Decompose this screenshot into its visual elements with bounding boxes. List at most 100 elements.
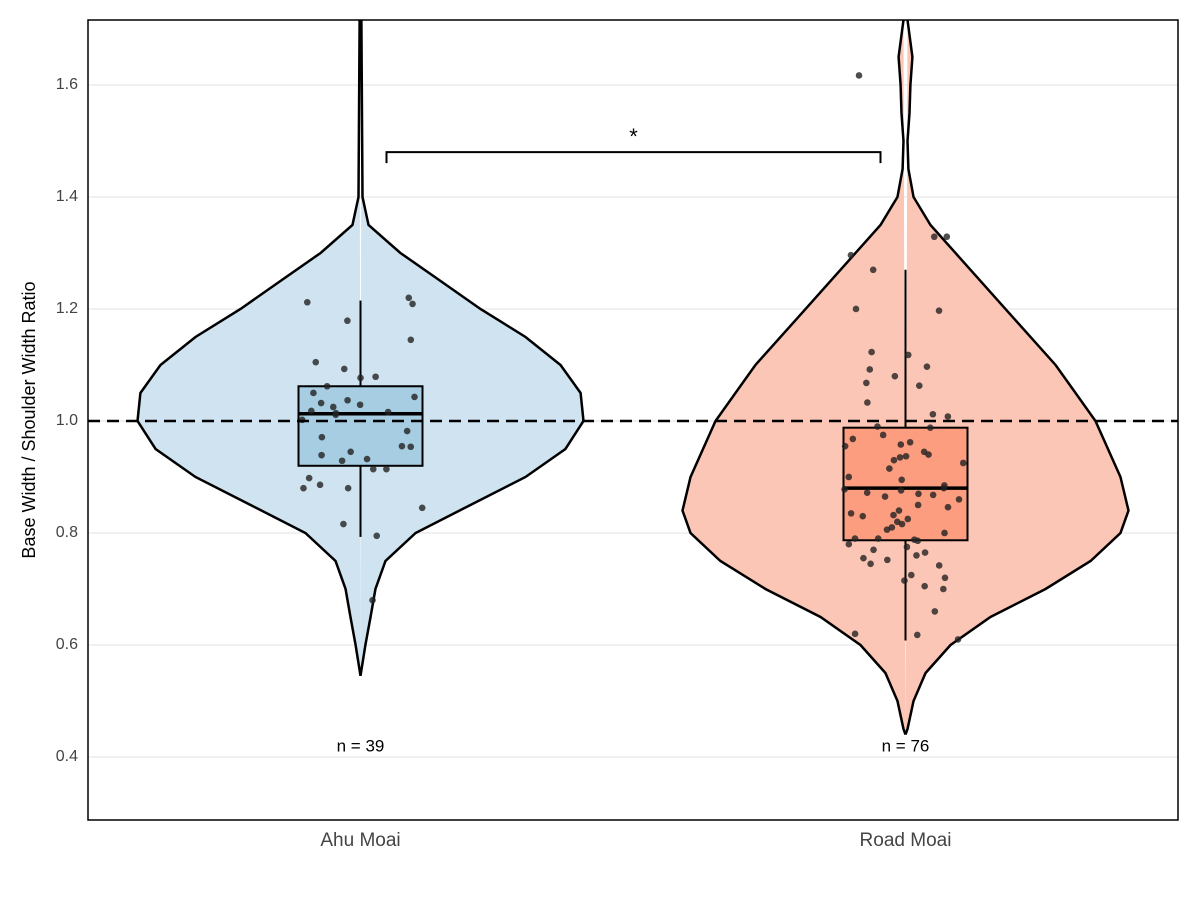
violin-fill (137, 20, 361, 676)
data-point (941, 529, 948, 537)
data-point (332, 411, 340, 419)
data-point (955, 496, 963, 503)
data-point (369, 465, 377, 473)
y-tick-label: 0.4 (56, 748, 78, 765)
data-point (317, 399, 325, 407)
data-point (859, 512, 867, 520)
data-point (369, 596, 376, 604)
data-point (860, 554, 867, 562)
data-point (847, 251, 855, 259)
box (297, 385, 424, 467)
data-point (943, 233, 951, 241)
significance-bracket (385, 151, 882, 164)
data-point (418, 504, 426, 512)
data-point (914, 537, 922, 545)
y-tick-label: 0.8 (56, 524, 78, 541)
data-point (867, 560, 874, 568)
data-point (930, 233, 938, 241)
data-point (886, 465, 893, 472)
data-point (305, 474, 313, 482)
data-point (906, 438, 914, 446)
data-point (902, 452, 910, 460)
data-point (870, 546, 877, 554)
data-point (926, 424, 934, 432)
data-point (883, 526, 891, 533)
data-point (357, 374, 364, 382)
data-point (405, 294, 413, 302)
y-tick-label: 1.4 (56, 188, 78, 205)
data-point (959, 459, 967, 467)
data-point (921, 549, 929, 556)
data-point (890, 456, 898, 464)
data-point (316, 481, 324, 489)
data-point (897, 487, 905, 494)
data-point (914, 501, 922, 509)
data-point (895, 507, 903, 514)
data-point (407, 336, 415, 344)
data-point (338, 457, 346, 465)
data-point (915, 382, 923, 389)
data-point (347, 448, 354, 456)
data-point (881, 493, 889, 500)
y-axis-label: Base Width / Shoulder Width Ratio (19, 281, 39, 558)
data-point (904, 351, 912, 359)
data-point (884, 556, 891, 564)
plot-area (136, 20, 1130, 736)
data-point (841, 486, 848, 493)
data-point (935, 307, 943, 314)
data-point (344, 317, 351, 325)
data-point (384, 408, 392, 416)
data-point (310, 389, 317, 397)
data-point (940, 484, 948, 492)
data-point (913, 552, 920, 559)
data-point (411, 393, 418, 401)
data-point (925, 451, 932, 458)
data-point (866, 366, 874, 373)
data-point (303, 298, 311, 306)
data-point (929, 410, 937, 418)
data-point (944, 413, 952, 420)
data-point (363, 455, 371, 463)
n-label: n = 39 (337, 736, 385, 755)
data-point (864, 399, 871, 406)
data-point (874, 423, 881, 430)
data-point (863, 489, 871, 496)
y-tick-label: 0.6 (56, 636, 78, 653)
data-point (329, 403, 337, 411)
data-point (845, 473, 853, 481)
data-point (908, 571, 915, 579)
data-point (868, 348, 875, 356)
data-point (851, 630, 859, 638)
violin-fill (360, 20, 584, 676)
data-point (874, 535, 882, 542)
data-point (849, 435, 857, 443)
data-point (869, 266, 877, 274)
violin-fill (905, 20, 1129, 735)
data-point (383, 465, 390, 473)
data-point (344, 396, 351, 404)
data-point (340, 365, 348, 373)
data-point (903, 543, 911, 551)
data-point (845, 540, 853, 548)
y-tick-label: 1.0 (56, 412, 78, 429)
data-point (879, 431, 887, 439)
violin-outline (904, 20, 1130, 736)
data-point (931, 608, 939, 615)
y-tick-label: 1.6 (56, 76, 78, 93)
data-point (318, 433, 326, 441)
data-point (344, 484, 352, 492)
data-point (898, 520, 906, 528)
x-tick-label: Road Moai (860, 830, 952, 851)
data-point (340, 520, 347, 528)
data-point (935, 562, 943, 569)
data-point (891, 372, 899, 380)
data-point (913, 631, 921, 639)
box (842, 426, 969, 542)
data-point (318, 451, 325, 459)
data-point (407, 443, 415, 451)
violin-outline (681, 20, 907, 736)
data-point (300, 484, 307, 492)
data-point (308, 407, 315, 415)
data-point (944, 503, 952, 511)
